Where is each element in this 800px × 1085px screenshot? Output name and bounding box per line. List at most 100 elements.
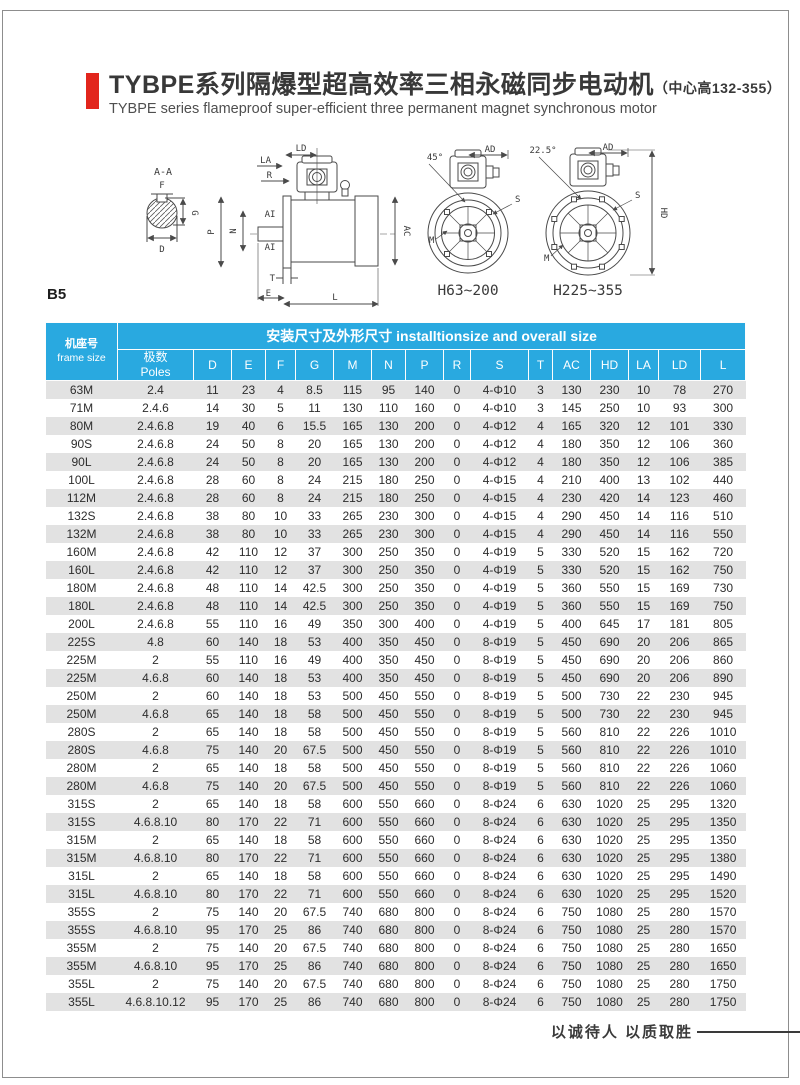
dimension-cell: 20 — [273, 941, 288, 955]
dimension-cell: 110 — [238, 599, 259, 613]
dimension-cell: 1020 — [596, 887, 623, 901]
dim-g-label: G — [189, 210, 199, 215]
dimension-cell: 750 — [561, 977, 582, 991]
dimension-cell: 320 — [599, 419, 620, 433]
dimension-cell: 4 — [537, 473, 544, 487]
poles-cell: 2.4.6.8 — [137, 473, 174, 487]
dimension-cell: 110 — [238, 581, 259, 595]
dimension-cell: 11 — [206, 383, 219, 397]
dimension-cell: 25 — [636, 959, 651, 973]
dimension-cell: 110 — [238, 653, 259, 667]
dimension-cell: 20 — [307, 455, 322, 469]
dimension-cell: 750 — [713, 563, 734, 577]
dimension-cell: 500 — [342, 689, 363, 703]
dim-ai-bottom-label: AI — [265, 243, 276, 253]
frame-size-cell: 315L — [68, 887, 95, 901]
page-title: TYBPE系列隔爆型超高效率三相永磁同步电动机（中心高132-355） — [109, 70, 781, 100]
dimension-cell: 6 — [537, 851, 544, 865]
dimension-cell: 4 — [277, 383, 284, 397]
dimension-cell: 25 — [636, 905, 651, 919]
frame-size-cell: 200L — [68, 617, 95, 631]
dimension-cell: 10 — [636, 383, 651, 397]
dimension-cell: 8-Φ19 — [482, 671, 517, 685]
dimension-cell: 550 — [414, 707, 435, 721]
dimension-cell: 95 — [381, 383, 396, 397]
dimension-cell: 65 — [205, 707, 220, 721]
span-header-zh: 安装尺寸及外形尺寸 — [266, 328, 393, 344]
dimension-cell: 350 — [414, 581, 435, 595]
dimension-cell: 4-Φ15 — [482, 473, 517, 487]
dimension-cell: 450 — [378, 689, 399, 703]
dimension-cell: 8 — [277, 473, 284, 487]
dimension-cell: 350 — [342, 617, 363, 631]
dimension-cell: 360 — [561, 599, 582, 613]
dimension-cell: 0 — [453, 887, 461, 901]
dimension-cell: 740 — [342, 923, 363, 937]
poles-cell: 4.8 — [147, 635, 164, 649]
dimension-cell: 3 — [537, 383, 544, 397]
dimension-cell: 42 — [205, 563, 220, 577]
dimension-cell: 8-Φ19 — [482, 635, 517, 649]
dimension-cell: 71 — [307, 887, 322, 901]
poles-cell: 2 — [152, 653, 159, 667]
dimension-cell: 295 — [669, 815, 690, 829]
dimension-cell: 385 — [713, 455, 734, 469]
dimension-cell: 25 — [636, 869, 651, 883]
dimension-cell: 1380 — [709, 851, 737, 865]
dimension-cell: 230 — [378, 509, 399, 523]
col-header-s: S — [470, 349, 529, 381]
dimension-cell: 102 — [669, 473, 690, 487]
dimension-cell: 140 — [414, 383, 435, 397]
dimension-cell: 230 — [561, 491, 582, 505]
dimension-cell: 25 — [636, 815, 651, 829]
dimension-cell: 450 — [414, 653, 435, 667]
dim-ai-top-label: AI — [265, 210, 276, 220]
col-header-e: E — [231, 349, 266, 381]
table-row: 355M 4.6.8.10 95 170 25 86 740 680 800 0 8-Φ24 6 750… — [45, 957, 746, 975]
dimension-cell: 300 — [414, 527, 435, 541]
poles-cell: 2 — [152, 689, 159, 703]
dimension-cell: 1750 — [709, 995, 737, 1009]
dimension-cell: 165 — [561, 419, 582, 433]
poles-cell: 4.6.8 — [142, 743, 169, 757]
table-row: 315S 2 65 140 18 58 600 550 660 0 8-Φ24 6 630 1020 25 2… — [45, 795, 746, 813]
poles-cell: 2 — [152, 761, 159, 775]
dimension-cell: 110 — [238, 563, 259, 577]
dimension-cell: 65 — [205, 869, 220, 883]
dimension-cell: 0 — [453, 743, 461, 757]
dimension-cell: 53 — [307, 635, 322, 649]
dimension-cell: 4-Φ12 — [482, 455, 517, 469]
dimension-cell: 15 — [636, 599, 651, 613]
dimension-cell: 12 — [636, 419, 651, 433]
dimension-cell: 20 — [307, 437, 322, 451]
dimension-cell: 280 — [669, 995, 690, 1009]
dimension-cell: 230 — [669, 689, 690, 703]
dim-e-label: E — [266, 289, 271, 299]
dimension-cell: 4-Φ10 — [482, 401, 517, 415]
dimension-cell: 140 — [238, 689, 259, 703]
dimension-cell: 20 — [273, 977, 288, 991]
dimension-cell: 6 — [537, 887, 544, 901]
table-row: 355L 2 75 140 20 67.5 740 680 800 0 8-Φ24 6 750 1080 2… — [45, 975, 746, 993]
poles-cell: 4.6.8.10.12 — [125, 995, 186, 1009]
dimension-cell: 140 — [238, 905, 259, 919]
dimension-cell: 10 — [273, 509, 288, 523]
dimension-cell: 560 — [561, 743, 582, 757]
dimension-cell: 750 — [713, 599, 734, 613]
dimension-cell: 14 — [205, 401, 220, 415]
dimension-cell: 0 — [453, 419, 461, 433]
dimension-cell: 250 — [378, 545, 399, 559]
dimension-cell: 750 — [561, 923, 582, 937]
dimension-cell: 4-Φ12 — [482, 437, 517, 451]
dimension-cell: 65 — [205, 797, 220, 811]
dimension-cell: 265 — [342, 509, 363, 523]
dimension-cell: 860 — [713, 653, 734, 667]
dimension-cell: 170 — [238, 923, 259, 937]
dimension-cell: 15.5 — [302, 419, 327, 433]
dimension-cell: 730 — [713, 581, 734, 595]
dimension-cell: 169 — [669, 581, 690, 595]
dimension-cell: 140 — [238, 779, 259, 793]
dimension-cell: 250 — [378, 563, 399, 577]
dimension-cell: 200 — [414, 437, 435, 451]
dimension-cell: 295 — [669, 833, 690, 847]
